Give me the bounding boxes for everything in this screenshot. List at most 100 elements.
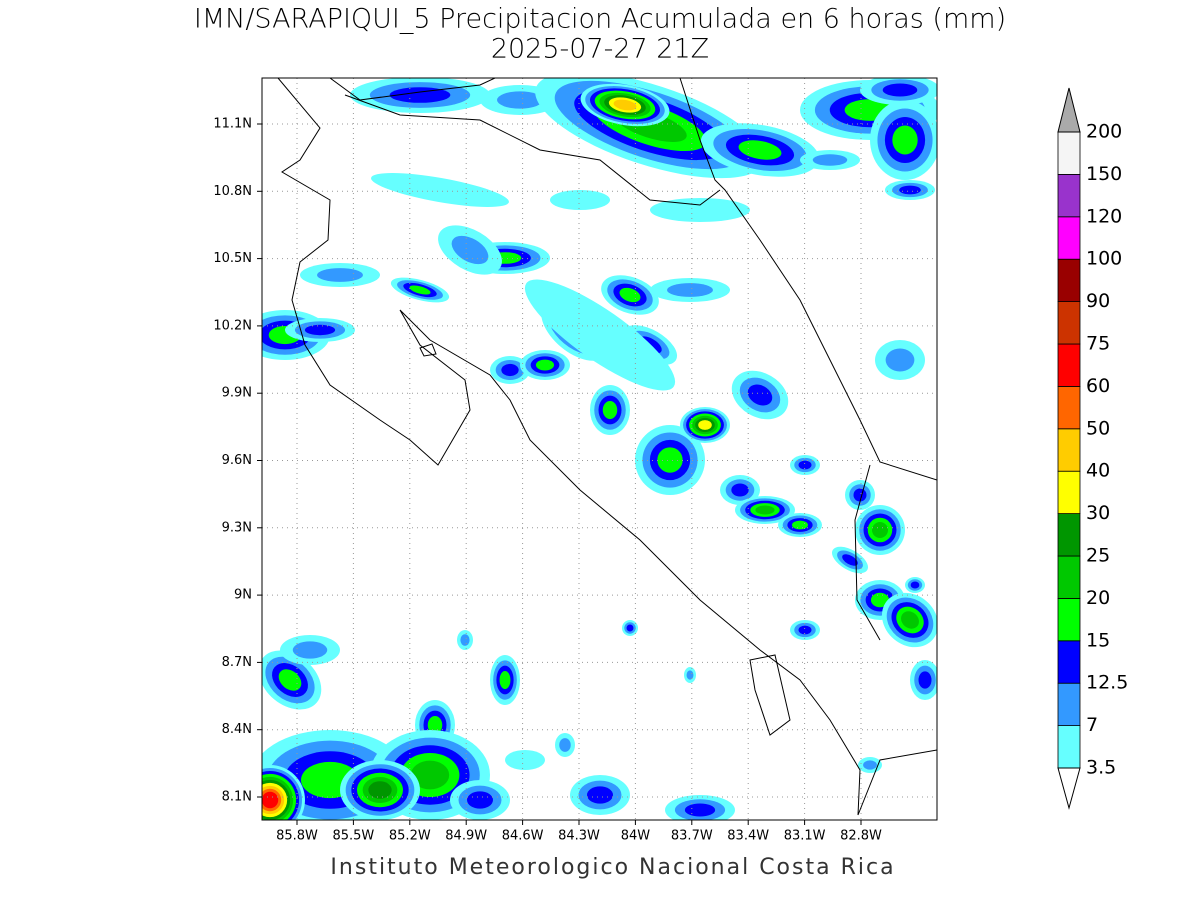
precip-contour [650,198,750,222]
colorbar-bin [1057,470,1081,515]
caribbean-coast [679,78,937,481]
precip-contour [885,348,915,372]
peninsula [749,654,791,736]
x-tick-label: 83.7W [671,829,713,844]
colorbar-label: 7 [1086,714,1098,736]
precip-contour [698,420,712,430]
y-tick-label: 10.5N [213,251,252,266]
title: IMN/SARAPIQUI_5 Precipitacion Acumulada … [194,4,1006,35]
colorbar-label: 30 [1086,502,1110,524]
colorbar-label: 25 [1086,545,1110,567]
precip-contour [602,400,618,420]
colorbar-label: 100 [1086,248,1122,270]
y-tick-label: 10.8N [213,184,252,199]
precip-contour [451,235,489,265]
precip-contour [501,363,519,377]
colorbar-label: 50 [1086,417,1110,439]
precip-contour [870,592,890,608]
x-tick-label: 84W [621,829,651,844]
colorbar-label: 15 [1086,629,1110,651]
colorbar-under [1057,767,1081,810]
precip-contour [550,190,610,210]
precip-contour [505,750,545,770]
border-north [344,94,721,206]
precip-contour [892,125,918,155]
pacific-coast [277,78,937,816]
colorbar-bin [1057,598,1081,642]
colorbar-bin [1057,640,1081,684]
precip-contour [686,670,694,680]
precip-contour [667,283,713,297]
precip-contour [684,803,716,817]
colorbar-label: 3.5 [1086,757,1116,779]
precip-contour [899,185,921,195]
precip-contour [842,554,858,566]
precip-contour [863,760,877,770]
colorbar-bin [1057,173,1081,218]
precip-contour [812,154,848,166]
y-tick-label: 8.1N [222,790,252,805]
colorbar-label: 60 [1086,375,1110,397]
precipitation-field [262,78,937,820]
coastlines [277,78,937,816]
precip-contour [524,279,676,391]
border-south [854,464,881,641]
precip-contour [535,359,555,371]
precip-contour [368,781,392,799]
colorbar-bin [1057,385,1081,430]
plot-area [262,78,937,820]
subtitle: 2025-07-27 21Z [491,34,709,65]
colorbar-bin [1057,131,1081,175]
lake [329,78,496,101]
precip-contour [499,670,511,690]
x-tick-label: 85.5W [332,829,374,844]
precip-contour [497,91,543,109]
y-tick-label: 10.2N [213,318,252,333]
y-tick-label: 9.9N [222,386,252,401]
colorbar-over [1057,87,1081,133]
precip-contour [587,786,613,804]
x-tick-label: 83.1W [784,829,826,844]
precip-contour [613,99,637,111]
colorbar-label: 20 [1086,587,1110,609]
colorbar-bin [1057,513,1081,557]
colorbar-bin [1057,682,1081,727]
footer: Instituto Meteorologico Nacional Costa R… [330,855,895,880]
precip-contour [738,140,782,160]
colorbar-label: 12.5 [1086,672,1128,694]
precip-contour [747,384,773,406]
y-tick-label: 11.1N [213,117,252,132]
precip-contour [755,505,775,515]
y-tick-label: 8.4N [222,722,252,737]
colorbar-bin [1057,301,1081,345]
colorbar-label: 200 [1086,121,1122,143]
colorbar-bin [1057,555,1081,599]
precip-contour [798,460,812,470]
precip-contour [409,285,431,295]
x-tick-label: 82.8W [840,829,882,844]
x-tick-label: 84.9W [445,829,487,844]
precip-contour [467,791,493,809]
precip-contour [918,671,932,689]
precip-contour [792,520,808,530]
precip-contour [460,634,470,646]
precip-contour [626,624,634,632]
x-tick-label: 83.4W [727,829,769,844]
precip-contour [262,791,279,809]
precip-contour [317,268,363,282]
colorbar-label: 120 [1086,205,1122,227]
precip-contour [410,760,450,790]
precip-contour [389,87,451,103]
precip-contour [304,324,336,336]
precip-contour [901,611,919,629]
plot-frame [261,77,938,821]
precip-contour [872,522,888,538]
precip-contour [371,173,509,207]
precip-contour [278,669,302,691]
colorbar-bin [1057,258,1081,303]
y-tick-label: 8.7N [222,655,252,670]
precip-contour [798,625,812,635]
colorbar-label: 150 [1086,163,1122,185]
precip-contour [853,488,867,502]
